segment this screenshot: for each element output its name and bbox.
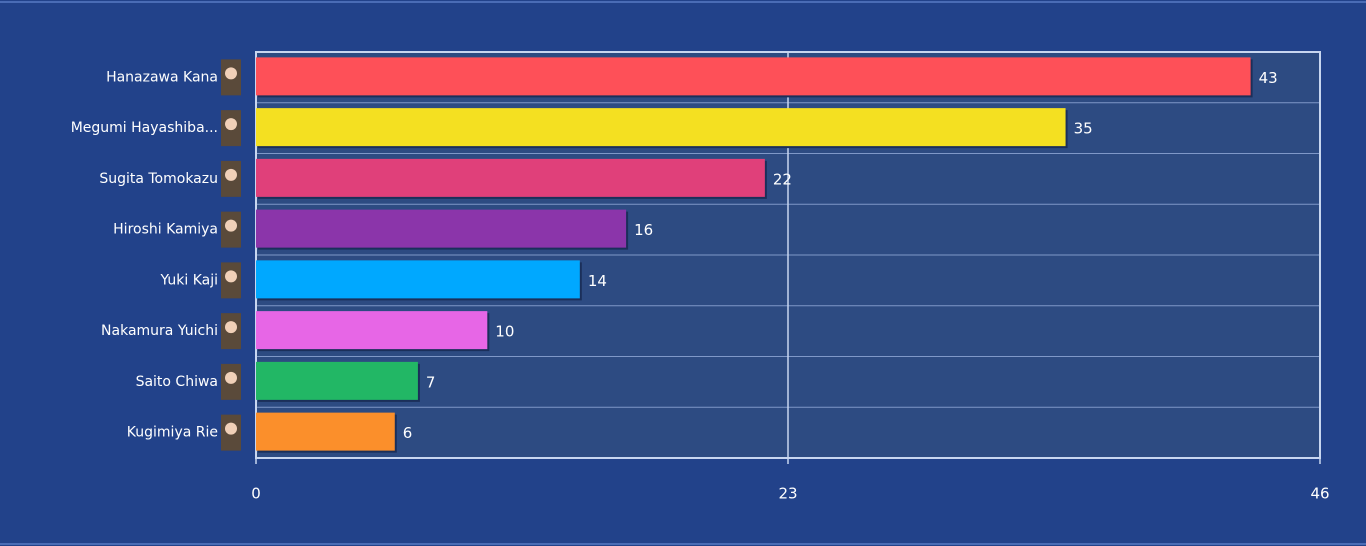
avatar-face bbox=[225, 371, 237, 384]
avatar-face bbox=[225, 67, 237, 80]
value-label: 6 bbox=[403, 424, 413, 442]
y-tick-label: Saito Chiwa bbox=[136, 374, 218, 390]
avatar-face bbox=[225, 321, 237, 334]
plot-border bbox=[255, 51, 1321, 459]
x-tick-label: 46 bbox=[1310, 485, 1329, 503]
bar bbox=[256, 108, 1066, 147]
value-label: 16 bbox=[634, 221, 653, 239]
y-tick-label: Megumi Hayashiba... bbox=[71, 120, 218, 136]
value-label: 35 bbox=[1074, 120, 1093, 138]
x-tick-label: 0 bbox=[251, 485, 261, 503]
value-label: 43 bbox=[1259, 69, 1278, 87]
bar bbox=[256, 209, 627, 248]
avatar-face bbox=[225, 422, 237, 435]
value-label: 10 bbox=[495, 323, 514, 341]
avatar-face bbox=[225, 118, 237, 131]
bar bbox=[256, 260, 580, 299]
x-tick-label: 23 bbox=[778, 485, 797, 503]
y-tick-label: Nakamura Yuichi bbox=[101, 323, 218, 339]
avatar-face bbox=[225, 168, 237, 181]
bar bbox=[256, 311, 488, 350]
y-tick-label: Hanazawa Kana bbox=[106, 69, 218, 85]
value-label: 14 bbox=[588, 272, 607, 290]
bar bbox=[256, 412, 395, 451]
bar bbox=[256, 57, 1251, 96]
bar bbox=[256, 361, 418, 400]
bar bbox=[256, 158, 765, 197]
avatar-face bbox=[225, 270, 237, 283]
y-tick-label: Kugimiya Rie bbox=[127, 425, 218, 441]
y-tick-label: Sugita Tomokazu bbox=[99, 171, 218, 187]
value-label: 22 bbox=[773, 170, 792, 188]
y-tick-label: Yuki Kaji bbox=[159, 272, 218, 288]
avatar-face bbox=[225, 219, 237, 232]
value-label: 7 bbox=[426, 373, 436, 391]
y-tick-label: Hiroshi Kamiya bbox=[113, 222, 218, 238]
